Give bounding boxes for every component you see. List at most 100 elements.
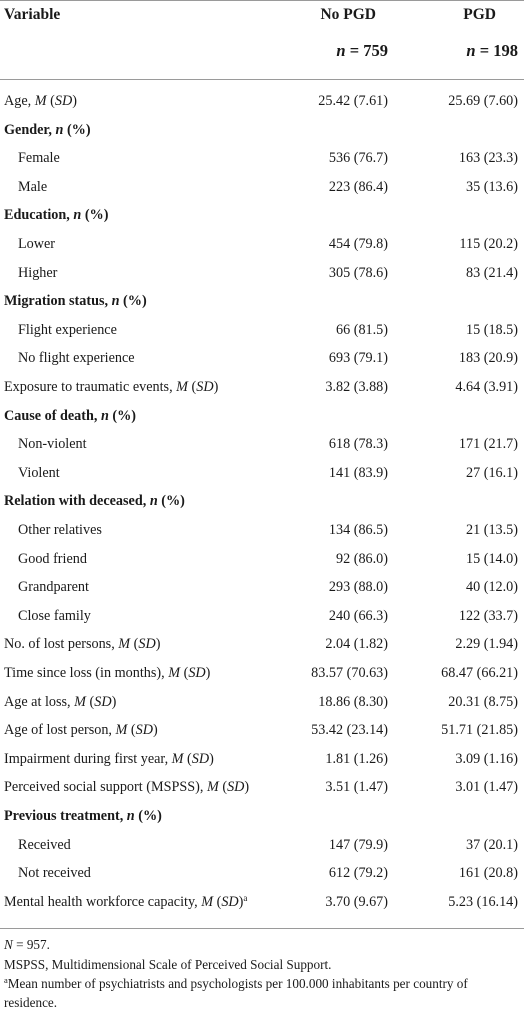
cell-no-pgd: 240 (66.3) (328, 607, 388, 624)
label-part: Non-violent (18, 436, 87, 453)
cell-pgd: 83 (21.4) (465, 264, 518, 281)
row-label: Male (18, 179, 47, 196)
cell-no-pgd: 53.42 (23.14) (311, 722, 388, 739)
row-label: Not received (18, 865, 91, 882)
label-part: ) (213, 379, 219, 395)
cell-no-pgd: 454 (79.8) (328, 236, 388, 252)
n-symbol: n (466, 41, 476, 60)
cell-no-pgd: 3.70 (9.67) (325, 893, 388, 910)
footnote-mspss: MSPSS, Multidimensional Scale of Perceiv… (4, 957, 332, 972)
label-part: M (115, 722, 128, 739)
table-row: Exposure to traumatic events, M (SD) 3.82… (0, 374, 524, 403)
label-part: Migration status, (4, 293, 112, 310)
label-part: ( (127, 722, 136, 739)
cell-no-pgd: 536 (76.7) (328, 150, 388, 167)
label-part: Violent (18, 464, 60, 481)
table-row: Flight experience 66 (81.5) 15 (18.5) (0, 317, 524, 346)
table-top-rule (0, 0, 524, 1)
label-part: Higher (18, 264, 58, 281)
footnote-marker: a (4, 975, 8, 985)
cell-no-pgd: 25.42 (7.61) (318, 93, 388, 109)
cell-no-pgd: 18.86 (8.30) (318, 693, 388, 710)
label-part: SD (188, 665, 206, 681)
table-row: Male 223 (86.4) 35 (13.6) (0, 174, 524, 203)
col-header-pgd: PGD (463, 6, 496, 23)
cell-pgd: 183 (20.9) (458, 350, 518, 367)
cell-pgd: 27 (16.1) (465, 464, 518, 481)
label-part: (%) (119, 293, 147, 310)
table-row: No. of lost persons, M (SD) 2.04 (1.82) 2.… (0, 631, 524, 660)
table-row: Other relatives 134 (86.5) 21 (13.5) (0, 517, 524, 546)
label-part: M (74, 693, 86, 710)
cell-no-pgd: 3.82 (3.88) (325, 379, 388, 395)
row-label: Mental health workforce capacity, M (SD)… (4, 892, 248, 911)
cell-no-pgd: 141 (83.9) (328, 464, 388, 481)
cell-no-pgd: 3.51 (1.47) (325, 779, 388, 796)
table-row: Not received 612 (79.2) 161 (20.8) (0, 860, 524, 889)
label-part: ( (130, 636, 139, 653)
label-part: Grandparent (18, 579, 89, 596)
cell-pgd: 2.29 (1.94) (455, 636, 518, 653)
cell-pgd: 21 (13.5) (465, 522, 518, 538)
cell-no-pgd: 293 (88.0) (328, 579, 388, 596)
label-part: (%) (157, 493, 185, 510)
row-label: Time since loss (in months), M (SD) (4, 665, 210, 682)
label-part: Lower (18, 236, 56, 252)
label-part: (%) (81, 207, 109, 224)
label-part: ( (188, 379, 197, 395)
label-part: Close family (18, 607, 91, 624)
label-part: Gender, (4, 121, 56, 138)
table-row: Higher 305 (78.6) 83 (21.4) (0, 260, 524, 289)
footnote-marker: a (243, 892, 248, 903)
label-part: Exposure to traumatic events, (4, 379, 177, 395)
row-label: Received (18, 837, 71, 854)
row-label: Age at loss, M (SD) (4, 694, 116, 711)
row-label: Good friend (18, 551, 87, 568)
header-rule (0, 79, 524, 80)
cell-no-pgd: 223 (86.4) (328, 178, 388, 195)
row-label: Exposure to traumatic events, M (SD) (4, 379, 218, 396)
cell-pgd: 40 (12.0) (465, 579, 518, 596)
row-label: Relation with deceased, n (%) (4, 493, 185, 510)
row-label: Migration status, n (%) (4, 293, 147, 310)
cell-pgd: 15 (14.0) (465, 550, 518, 567)
table-row: Age of lost person, M (SD) 53.42 (23.14) 5… (0, 717, 524, 746)
cell-no-pgd: 134 (86.5) (328, 522, 388, 538)
row-label: Higher (18, 265, 57, 282)
cell-pgd: 25.69 (7.60) (448, 93, 518, 109)
cell-pgd: 122 (33.7) (458, 607, 518, 624)
row-label: No. of lost persons, M (SD) (4, 636, 160, 653)
cell-no-pgd: 612 (79.2) (328, 865, 388, 882)
cell-pgd: 37 (20.1) (465, 836, 518, 853)
label-part: ) (155, 636, 161, 653)
cell-pgd: 171 (21.7) (458, 436, 518, 453)
label-part: M (118, 636, 131, 653)
label-part: M (171, 750, 184, 767)
table-row: Non-violent 618 (78.3) 171 (21.7) (0, 431, 524, 460)
label-part: Female (18, 150, 60, 167)
label-part: M (201, 893, 214, 910)
label-part: n (111, 293, 120, 310)
cell-pgd: 51.71 (21.85) (441, 722, 518, 739)
row-label: Cause of death, n (%) (4, 408, 136, 425)
table-row: Mental health workforce capacity, M (SD)… (0, 889, 524, 918)
row-label: Close family (18, 608, 91, 625)
label-part: Received (18, 836, 71, 853)
cell-pgd: 3.09 (1.16) (455, 750, 518, 767)
table-row: Female 536 (76.7) 163 (23.3) (0, 145, 524, 174)
row-label: Non-violent (18, 436, 87, 453)
section-row: Previous treatment, n (%) (0, 803, 524, 832)
table-row: No flight experience 693 (79.1) 183 (20.9) (0, 345, 524, 374)
label-part: n (149, 493, 158, 510)
label-part: Age, (4, 93, 35, 109)
table-row: Violent 141 (83.9) 27 (16.1) (0, 460, 524, 489)
row-label: Education, n (%) (4, 207, 108, 224)
cell-no-pgd: 2.04 (1.82) (325, 636, 388, 653)
table-row: Age at loss, M (SD) 18.86 (8.30) 20.31 (8.… (0, 689, 524, 718)
table-row: Lower 454 (79.8) 115 (20.2) (0, 231, 524, 260)
label-part: SD (94, 693, 112, 710)
section-row: Education, n (%) (0, 202, 524, 231)
col-n-pgd: n = 198 (466, 40, 518, 62)
label-part: SD (196, 379, 214, 395)
row-label: Age of lost person, M (SD) (4, 722, 158, 739)
